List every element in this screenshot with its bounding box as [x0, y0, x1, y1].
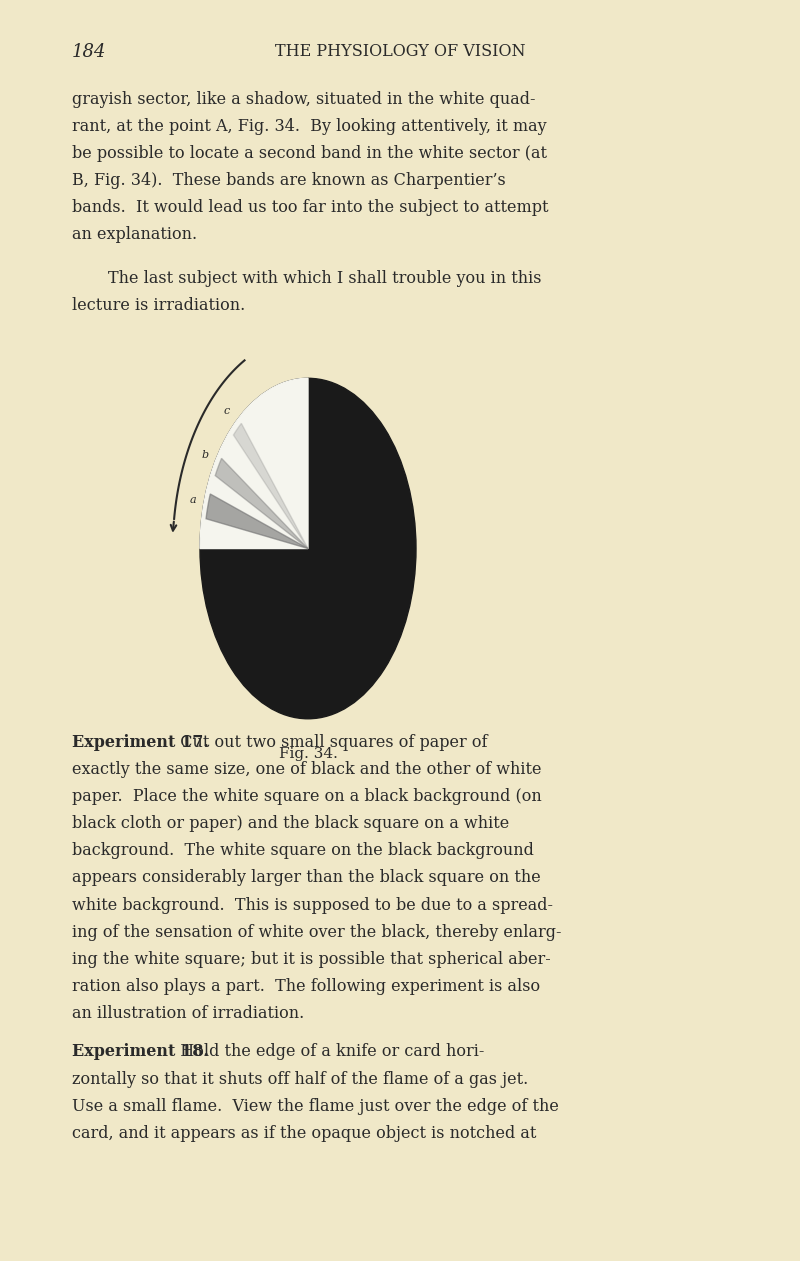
Text: bands.  It would lead us too far into the subject to attempt: bands. It would lead us too far into the… [72, 199, 549, 216]
Text: 184: 184 [72, 43, 106, 61]
Wedge shape [200, 378, 308, 549]
Text: white background.  This is supposed to be due to a spread-: white background. This is supposed to be… [72, 897, 553, 913]
Text: black cloth or paper) and the black square on a white: black cloth or paper) and the black squa… [72, 816, 510, 832]
Text: lecture is irradiation.: lecture is irradiation. [72, 296, 246, 314]
Text: card, and it appears as if the opaque object is notched at: card, and it appears as if the opaque ob… [72, 1125, 536, 1141]
Text: Hold the edge of a knife or card hori-: Hold the edge of a knife or card hori- [170, 1044, 484, 1061]
Text: Experiment 17.: Experiment 17. [72, 734, 209, 750]
Wedge shape [234, 424, 308, 549]
Text: an illustration of irradiation.: an illustration of irradiation. [72, 1005, 304, 1021]
Text: grayish sector, like a shadow, situated in the white quad-: grayish sector, like a shadow, situated … [72, 91, 535, 107]
Text: an explanation.: an explanation. [72, 227, 197, 243]
Text: appears considerably larger than the black square on the: appears considerably larger than the bla… [72, 870, 541, 886]
Circle shape [200, 378, 416, 719]
Text: Experiment 18.: Experiment 18. [72, 1044, 209, 1061]
Wedge shape [206, 494, 308, 549]
Text: exactly the same size, one of black and the other of white: exactly the same size, one of black and … [72, 762, 542, 778]
Text: paper.  Place the white square on a black background (on: paper. Place the white square on a black… [72, 788, 542, 805]
Text: ing of the sensation of white over the black, thereby enlarg-: ing of the sensation of white over the b… [72, 923, 562, 941]
Text: ration also plays a part.  The following experiment is also: ration also plays a part. The following … [72, 979, 540, 995]
Text: Fig. 34.: Fig. 34. [278, 747, 338, 760]
Text: a: a [190, 494, 196, 504]
Text: Use a small flame.  View the flame just over the edge of the: Use a small flame. View the flame just o… [72, 1097, 559, 1115]
Text: c: c [223, 406, 230, 416]
Text: be possible to locate a second band in the white sector (at: be possible to locate a second band in t… [72, 145, 547, 161]
Text: The last subject with which I shall trouble you in this: The last subject with which I shall trou… [108, 270, 542, 286]
Text: ing the white square; but it is possible that spherical aber-: ing the white square; but it is possible… [72, 951, 550, 967]
Text: Cut out two small squares of paper of: Cut out two small squares of paper of [170, 734, 487, 750]
Text: b: b [202, 450, 208, 459]
Text: B, Fig. 34).  These bands are known as Charpentier’s: B, Fig. 34). These bands are known as Ch… [72, 171, 506, 189]
Text: rant, at the point A, Fig. 34.  By looking attentively, it may: rant, at the point A, Fig. 34. By lookin… [72, 117, 546, 135]
Text: THE PHYSIOLOGY OF VISION: THE PHYSIOLOGY OF VISION [274, 43, 526, 59]
Wedge shape [215, 458, 308, 549]
Text: zontally so that it shuts off half of the flame of a gas jet.: zontally so that it shuts off half of th… [72, 1071, 528, 1087]
Text: background.  The white square on the black background: background. The white square on the blac… [72, 842, 534, 859]
